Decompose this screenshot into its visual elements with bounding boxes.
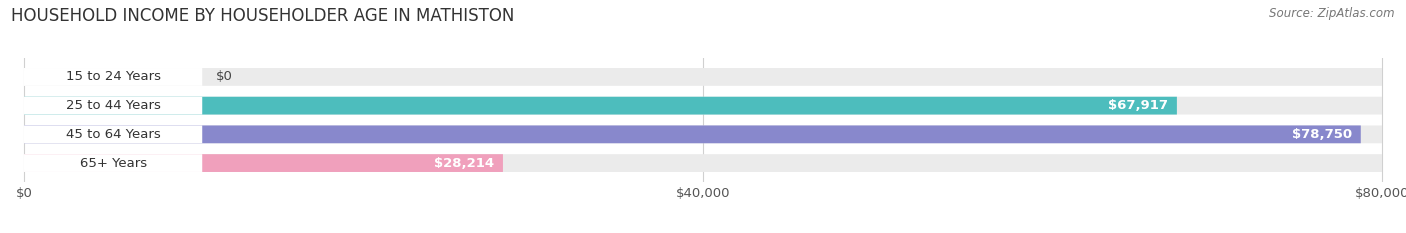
FancyBboxPatch shape — [24, 97, 1177, 115]
FancyBboxPatch shape — [24, 125, 202, 143]
Text: 45 to 64 Years: 45 to 64 Years — [66, 128, 160, 141]
Text: 15 to 24 Years: 15 to 24 Years — [66, 70, 160, 83]
Text: $0: $0 — [217, 70, 233, 83]
FancyBboxPatch shape — [24, 125, 1361, 143]
Text: 65+ Years: 65+ Years — [80, 157, 146, 170]
FancyBboxPatch shape — [24, 97, 1382, 115]
Text: $28,214: $28,214 — [434, 157, 495, 170]
FancyBboxPatch shape — [24, 68, 202, 86]
FancyBboxPatch shape — [24, 68, 1382, 86]
Text: Source: ZipAtlas.com: Source: ZipAtlas.com — [1270, 7, 1395, 20]
Text: $78,750: $78,750 — [1292, 128, 1353, 141]
Text: 25 to 44 Years: 25 to 44 Years — [66, 99, 160, 112]
FancyBboxPatch shape — [24, 97, 202, 115]
FancyBboxPatch shape — [24, 154, 1382, 172]
Text: $67,917: $67,917 — [1108, 99, 1168, 112]
FancyBboxPatch shape — [24, 125, 1382, 143]
FancyBboxPatch shape — [24, 154, 202, 172]
FancyBboxPatch shape — [24, 154, 503, 172]
Text: HOUSEHOLD INCOME BY HOUSEHOLDER AGE IN MATHISTON: HOUSEHOLD INCOME BY HOUSEHOLDER AGE IN M… — [11, 7, 515, 25]
